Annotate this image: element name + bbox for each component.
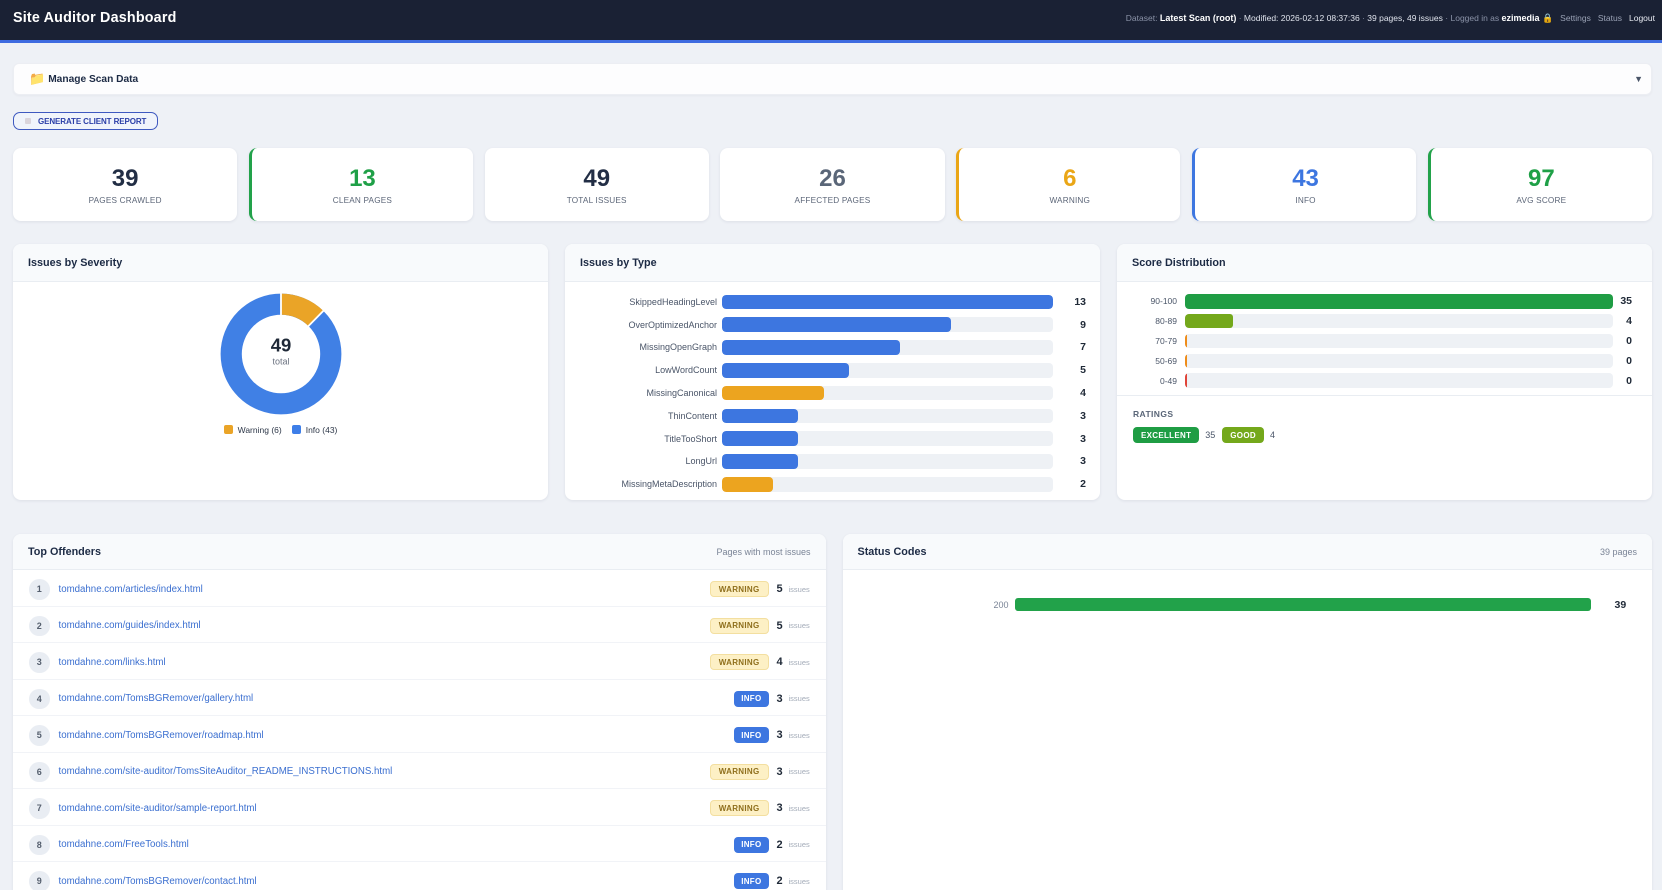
svg-text:total: total — [272, 357, 289, 367]
svg-text:49: 49 — [270, 334, 291, 355]
